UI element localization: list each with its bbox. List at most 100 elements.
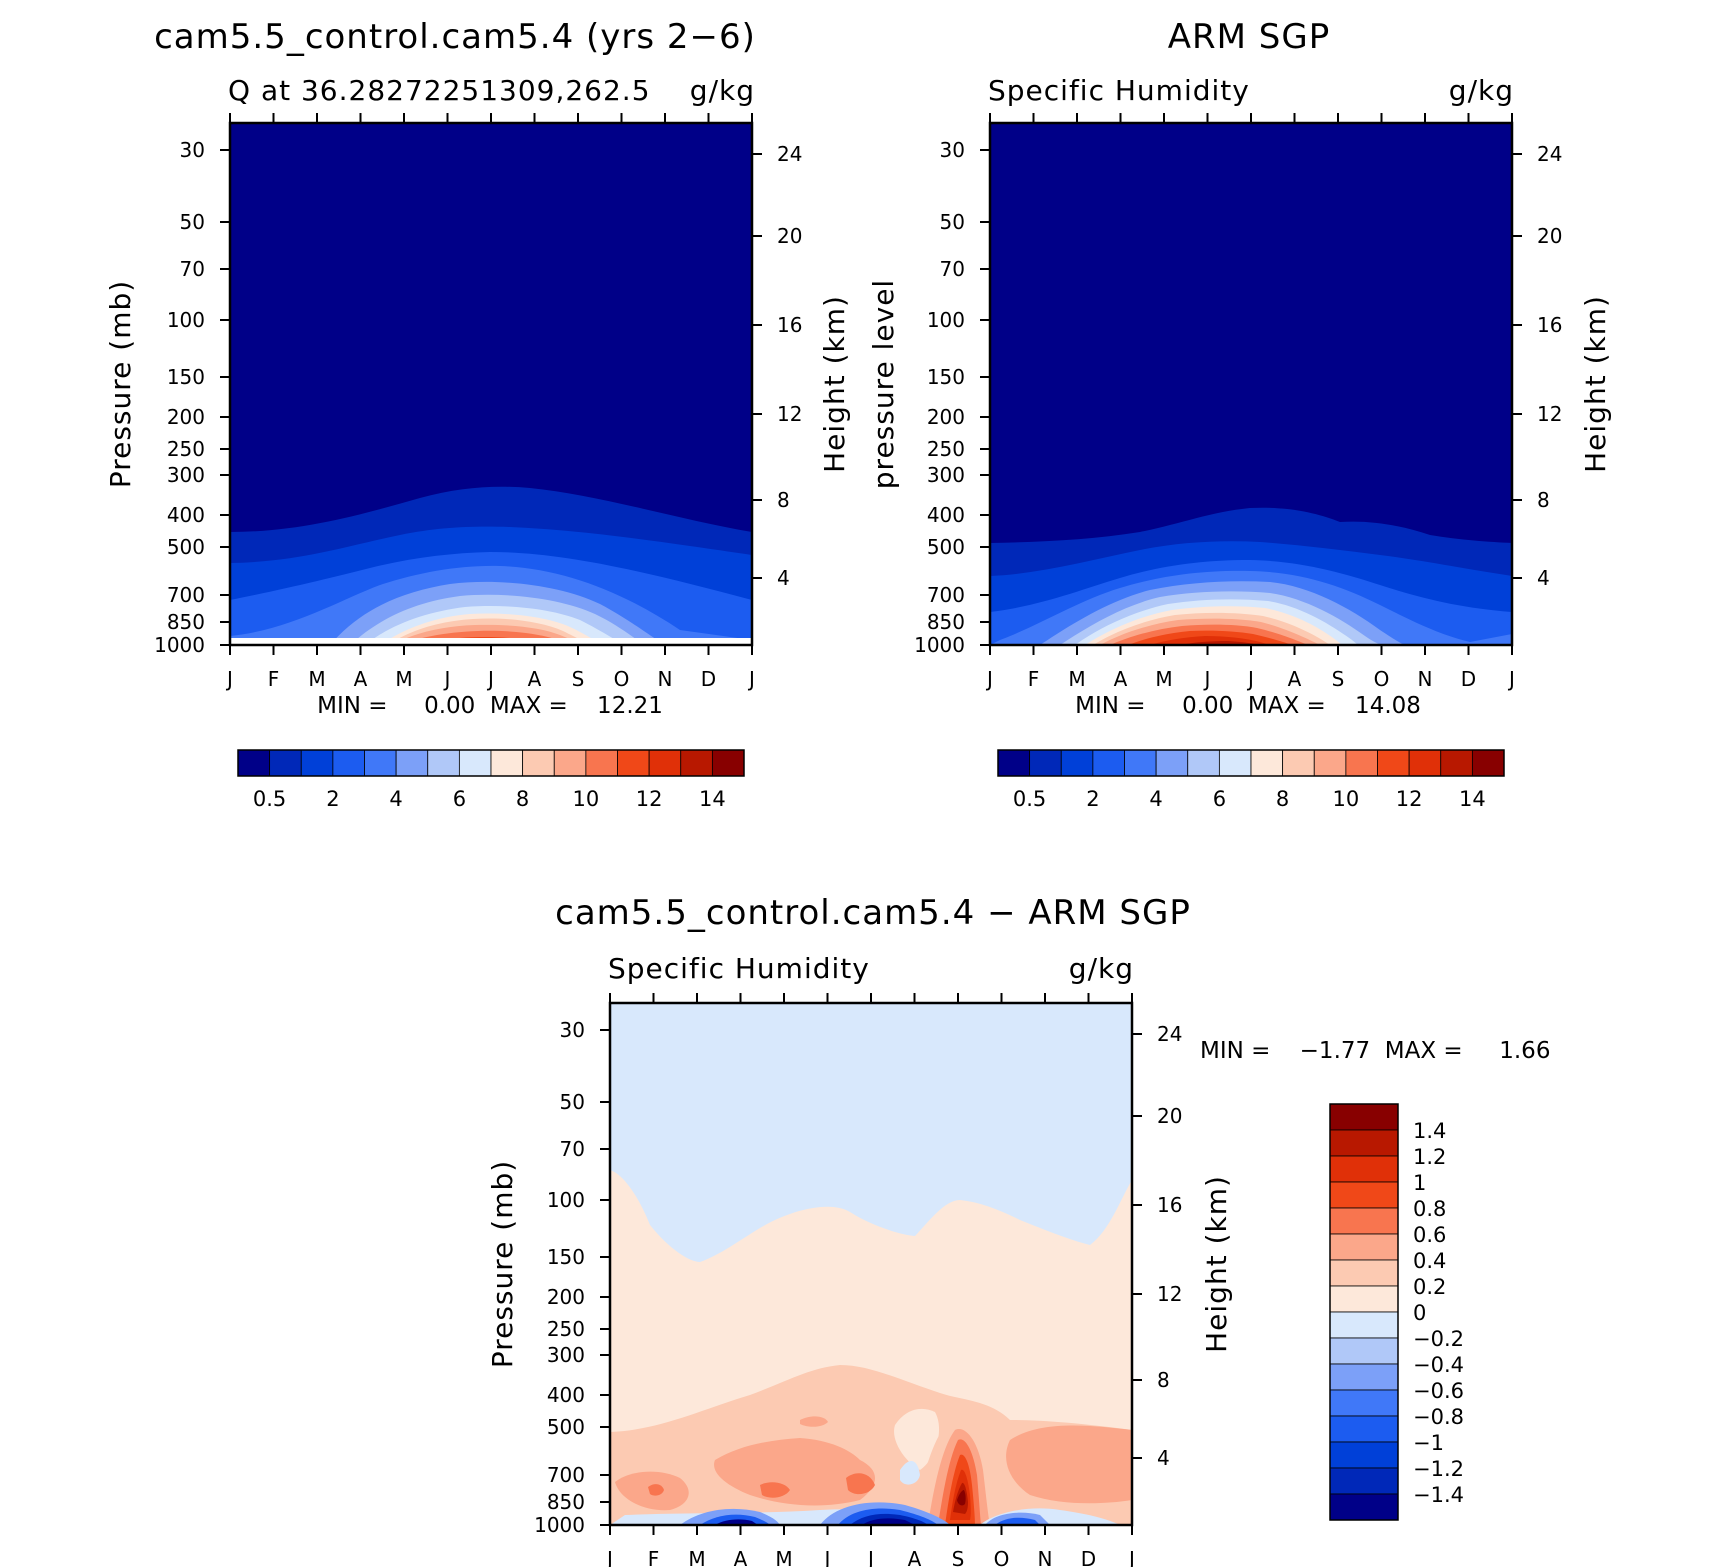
panel-model-pressure-ticks: 30 50 70 100 150 200 250 300 400 500 700… bbox=[154, 138, 205, 657]
month-tick: S bbox=[572, 667, 585, 691]
height-tick: 4 bbox=[777, 566, 790, 590]
colorbar-swatch bbox=[1329, 1207, 1399, 1235]
colorbar-swatch bbox=[1329, 1155, 1399, 1183]
colorbar-label: 0.2 bbox=[1413, 1275, 1446, 1299]
colorbar-label: −1.4 bbox=[1413, 1483, 1464, 1507]
month-tick: J bbox=[1127, 1547, 1135, 1567]
panel-model-ylabel: Pressure (mb) bbox=[104, 280, 137, 488]
height-tick: 8 bbox=[777, 488, 790, 512]
panel-diff: cam5.5_control.cam5.4 − ARM SGP Specific… bbox=[486, 893, 1550, 1567]
colorbar-label: 1.2 bbox=[1413, 1145, 1446, 1169]
height-tick: 20 bbox=[777, 224, 802, 248]
pressure-tick: 500 bbox=[167, 535, 205, 559]
month-tick: J bbox=[985, 667, 993, 691]
colorbar-swatch bbox=[1440, 749, 1473, 777]
colorbar-swatch bbox=[1329, 1103, 1399, 1131]
colorbar-label: −0.2 bbox=[1413, 1327, 1464, 1351]
colorbar-swatch bbox=[1092, 749, 1125, 777]
pressure-tick: 500 bbox=[927, 535, 965, 559]
panel-obs-pressure-ticks: 30 50 70 100 150 200 250 300 400 500 700… bbox=[914, 138, 965, 657]
colorbar-swatch bbox=[1060, 749, 1094, 777]
colorbar-swatch bbox=[711, 749, 745, 777]
colorbar-swatch bbox=[1329, 1259, 1399, 1287]
pressure-tick: 700 bbox=[167, 583, 205, 607]
colorbar-label: 14 bbox=[1459, 787, 1486, 811]
pressure-tick: 30 bbox=[940, 138, 965, 162]
pressure-tick: 250 bbox=[547, 1317, 585, 1341]
pressure-tick: 50 bbox=[940, 210, 965, 234]
month-tick: D bbox=[1461, 667, 1476, 691]
colorbar-swatch bbox=[1282, 749, 1315, 777]
colorbar-label: 0 bbox=[1413, 1301, 1426, 1325]
month-tick: M bbox=[1155, 667, 1172, 691]
month-tick: A bbox=[908, 1547, 922, 1567]
pressure-tick: 70 bbox=[180, 257, 205, 281]
height-tick: 16 bbox=[1537, 313, 1562, 337]
panel-model-month-ticks: J F M A M J J A S O N D J bbox=[225, 667, 755, 691]
month-tick: A bbox=[528, 667, 542, 691]
pressure-tick: 300 bbox=[547, 1343, 585, 1367]
month-tick: A bbox=[1114, 667, 1128, 691]
month-tick: F bbox=[268, 667, 280, 691]
pressure-tick: 150 bbox=[547, 1245, 585, 1269]
month-tick: J bbox=[1507, 667, 1515, 691]
colorbar-swatch bbox=[364, 749, 397, 777]
colorbar-swatch bbox=[680, 749, 713, 777]
colorbar-swatch bbox=[1329, 1389, 1399, 1417]
month-tick: J bbox=[823, 1547, 831, 1567]
month-tick: S bbox=[1332, 667, 1345, 691]
height-tick: 16 bbox=[1157, 1193, 1182, 1217]
colorbar-swatch bbox=[553, 749, 587, 777]
panel-model-title: cam5.5_control.cam5.4 (yrs 2−6) bbox=[154, 17, 756, 57]
pressure-tick: 400 bbox=[927, 503, 965, 527]
month-tick: O bbox=[994, 1547, 1010, 1567]
panel-diff-colorbar: 1.4 1.2 1 0.8 0.6 0.4 0.2 0 −0.2 −0.4 −0… bbox=[1329, 1103, 1464, 1521]
colorbar-swatch bbox=[1329, 1181, 1399, 1209]
panel-diff-title: cam5.5_control.cam5.4 − ARM SGP bbox=[555, 893, 1191, 933]
month-tick: J bbox=[747, 667, 755, 691]
colorbar-swatch bbox=[648, 749, 682, 777]
colorbar-swatch bbox=[1155, 749, 1189, 777]
pressure-tick: 100 bbox=[167, 308, 205, 332]
colorbar-label: −1 bbox=[1413, 1431, 1444, 1455]
colorbar-label: 10 bbox=[1333, 787, 1360, 811]
pressure-tick: 200 bbox=[167, 405, 205, 429]
panel-diff-plot bbox=[600, 993, 1142, 1535]
month-tick: J bbox=[605, 1547, 613, 1567]
colorbar-label: 0.8 bbox=[1413, 1197, 1446, 1221]
panel-obs-plot bbox=[980, 113, 1522, 655]
month-tick: A bbox=[734, 1547, 748, 1567]
month-tick: M bbox=[688, 1547, 705, 1567]
panel-diff-ylabel: Pressure (mb) bbox=[486, 1160, 519, 1368]
colorbar-swatch bbox=[395, 749, 429, 777]
colorbar-label: 6 bbox=[1213, 787, 1226, 811]
pressure-tick: 70 bbox=[940, 257, 965, 281]
pressure-tick: 850 bbox=[167, 610, 205, 634]
month-tick: M bbox=[1068, 667, 1085, 691]
panel-diff-ylabel-right: Height (km) bbox=[1200, 1175, 1233, 1353]
colorbar-swatch bbox=[490, 749, 524, 777]
panel-obs-colorbar: 0.5 2 4 6 8 10 12 14 bbox=[997, 749, 1505, 811]
month-tick: J bbox=[486, 667, 494, 691]
month-tick: A bbox=[354, 667, 368, 691]
panel-obs-month-ticks: J F M A M J J A S O N D J bbox=[985, 667, 1515, 691]
pressure-tick: 150 bbox=[927, 365, 965, 389]
pressure-tick: 300 bbox=[927, 463, 965, 487]
month-tick: J bbox=[443, 667, 451, 691]
panel-obs-ylabel-right: Height (km) bbox=[1579, 295, 1612, 473]
colorbar-label: 1.4 bbox=[1413, 1119, 1446, 1143]
colorbar-label: −0.8 bbox=[1413, 1405, 1464, 1429]
month-tick: F bbox=[648, 1547, 660, 1567]
height-tick: 8 bbox=[1537, 488, 1550, 512]
panel-diff-height-ticks: 24 20 16 12 8 4 bbox=[1157, 1022, 1182, 1470]
colorbar-label: 0.5 bbox=[253, 787, 286, 811]
pressure-tick: 250 bbox=[927, 437, 965, 461]
month-tick: D bbox=[701, 667, 716, 691]
height-tick: 8 bbox=[1157, 1368, 1170, 1392]
month-tick: A bbox=[1288, 667, 1302, 691]
pressure-tick: 50 bbox=[560, 1090, 585, 1114]
colorbar-swatch bbox=[1329, 1233, 1399, 1261]
panel-model-units: g/kg bbox=[690, 74, 755, 107]
panel-model-plot bbox=[220, 113, 762, 655]
colorbar-swatch bbox=[1329, 1285, 1399, 1313]
